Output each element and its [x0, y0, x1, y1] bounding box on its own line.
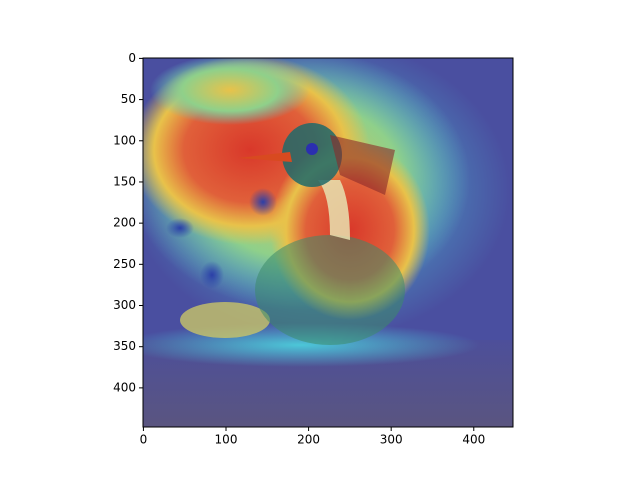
y-tick-label: 250 — [113, 257, 136, 271]
y-tick-label: 350 — [113, 339, 136, 353]
x-tick-label: 300 — [380, 433, 403, 447]
y-tick-label: 100 — [113, 133, 136, 147]
x-tick-label: 100 — [215, 433, 238, 447]
heatmap-image — [143, 58, 513, 427]
x-tick-label: 0 — [140, 433, 148, 447]
y-tick-label: 400 — [113, 380, 136, 394]
y-tick-label: 50 — [121, 92, 136, 106]
y-tick-label: 300 — [113, 298, 136, 312]
x-tick-label: 200 — [297, 433, 320, 447]
y-tick-label: 0 — [128, 51, 136, 65]
x-tick-label: 400 — [462, 433, 485, 447]
y-tick-label: 150 — [113, 174, 136, 188]
axes-frame — [142, 57, 514, 428]
y-tick-label: 200 — [113, 216, 136, 230]
